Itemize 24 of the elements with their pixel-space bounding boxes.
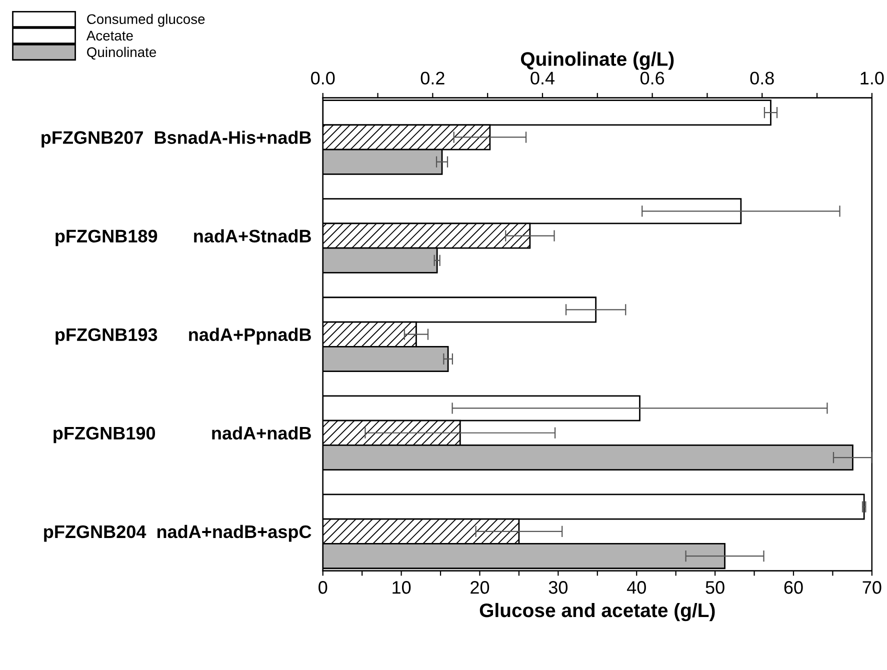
y-tick-label: pFZGNB207 BsnadA-His+nadB: [42, 130, 311, 148]
x-tick-label: 70: [862, 581, 882, 594]
x2-tick-label: 0.4: [530, 72, 555, 85]
x-axis-title: Glucose and acetate (g/L): [480, 602, 715, 622]
x-tick-label: 40: [626, 581, 646, 594]
legend-label: Quinolinate: [87, 46, 156, 60]
x2-tick-label: 1.0: [860, 72, 884, 85]
y-tick-label: pFZGNB189 nadA+StnadB: [56, 229, 311, 246]
x-tick-label: 60: [784, 581, 803, 594]
x2-tick-label: 0.2: [420, 72, 444, 85]
x2-axis-title: Quinolinate (g/L): [520, 52, 674, 70]
x-tick-label: 10: [392, 581, 411, 594]
x2-tick-label: 0.6: [640, 72, 664, 85]
x-tick-label: 50: [706, 581, 724, 594]
x-tick-label: 30: [548, 581, 568, 594]
y-tick-label: pFZGNB204 nadA+nadB+aspC: [44, 524, 312, 542]
legend-label: Acetate: [86, 30, 133, 41]
y-tick-label: pFZGNB193 nadA+PpnadB: [56, 328, 311, 345]
y-tick-label: pFZGNB190 nadA+nadB: [54, 426, 311, 444]
x-tick-label: 20: [470, 581, 490, 594]
legend-label: Consumed glucose: [87, 14, 205, 27]
x2-tick-label: 0.8: [750, 72, 774, 85]
x2-tick-label: 0.0: [311, 72, 335, 85]
x-tick-label: 0: [318, 581, 328, 594]
